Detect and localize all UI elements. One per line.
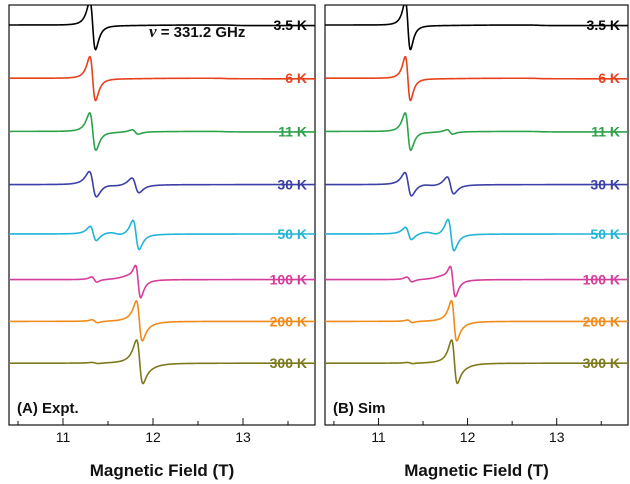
series-label: 11 K — [278, 123, 307, 139]
series-line-100K — [325, 265, 628, 298]
series-line-300K — [325, 339, 628, 385]
series-label: 100 K — [270, 272, 307, 288]
x-tick-label: 11 — [56, 429, 71, 445]
series-line-6K — [9, 55, 315, 102]
series-line-300K — [9, 339, 315, 385]
series-line-11K — [325, 111, 628, 152]
series-label: 30 K — [277, 177, 307, 193]
panel-label: (A) Expt. — [17, 400, 79, 417]
series-label: 30 K — [590, 177, 620, 193]
series-line-30K — [9, 170, 315, 198]
series-line-30K — [325, 171, 628, 197]
series-label: 11 K — [591, 123, 620, 139]
series-line-50K — [325, 218, 628, 252]
series-label: 50 K — [277, 226, 307, 242]
series-label: 300 K — [583, 355, 620, 371]
x-axis-title: Magnetic Field (T) — [90, 461, 235, 480]
x-tick-label: 12 — [460, 429, 476, 445]
panel-label: (B) Sim — [333, 400, 386, 417]
series-line-50K — [9, 219, 315, 251]
plot-frame — [324, 4, 629, 426]
series-label: 100 K — [583, 272, 620, 288]
series-label: 50 K — [590, 226, 620, 242]
series-label: 6 K — [285, 70, 307, 86]
series-label: 3.5 K — [587, 17, 620, 33]
plot-frame — [8, 4, 316, 426]
series-label: 3.5 K — [274, 17, 307, 33]
x-tick-label: 13 — [235, 429, 251, 445]
series-label: 200 K — [270, 313, 307, 329]
frequency-annotation: ν = 331.2 GHz — [149, 22, 245, 41]
series-line-100K — [9, 264, 315, 299]
series-label: 200 K — [583, 313, 620, 329]
x-tick-label: 12 — [145, 429, 161, 445]
x-axis-title: Magnetic Field (T) — [404, 461, 549, 480]
series-line-3_5K — [9, 5, 315, 51]
series-line-6K — [325, 55, 628, 102]
x-tick-label: 11 — [371, 429, 386, 445]
x-tick-label: 13 — [549, 429, 565, 445]
series-line-200K — [9, 300, 315, 342]
series-line-3_5K — [325, 5, 628, 51]
series-line-200K — [325, 299, 628, 342]
series-line-11K — [9, 112, 315, 152]
series-label: 6 K — [598, 70, 620, 86]
series-label: 300 K — [270, 355, 307, 371]
